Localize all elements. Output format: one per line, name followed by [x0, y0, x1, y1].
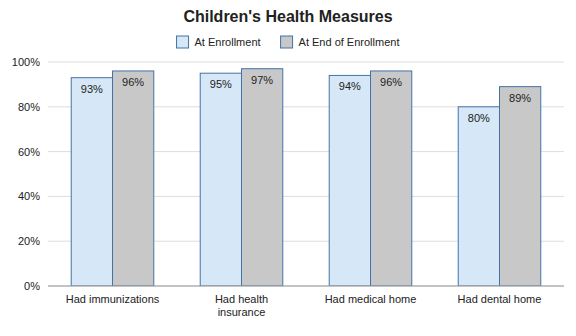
legend-label: At Enrollment: [195, 36, 261, 48]
grid-line: [48, 286, 564, 287]
x-axis-line: [48, 286, 564, 287]
legend-swatch: [281, 36, 293, 48]
legend: At Enrollment At End of Enrollment: [177, 36, 400, 48]
legend-label: At End of Enrollment: [299, 36, 400, 48]
bar: [71, 78, 112, 286]
x-tick-label: Had medical home: [325, 293, 417, 305]
grid-line: [48, 62, 564, 63]
bar: [113, 71, 154, 286]
bar: [329, 75, 370, 286]
bar: [371, 71, 412, 286]
bars: [71, 69, 541, 286]
x-tick-label: Had dental home: [458, 293, 542, 305]
y-tick-label: 40%: [18, 190, 40, 202]
data-labels: 93% 95% 94% 80% 96% 97% 96% 89%: [81, 74, 532, 124]
bar: [458, 107, 499, 286]
data-label: 80%: [468, 112, 490, 124]
data-label: 95%: [210, 78, 232, 90]
y-tick-label: 20%: [18, 235, 40, 247]
title: Children's Health Measures: [183, 8, 392, 25]
bar: [242, 69, 283, 286]
y-tick-label: 0%: [24, 280, 40, 292]
y-tick-label: 80%: [18, 101, 40, 113]
data-label: 97%: [251, 74, 273, 86]
data-label: 89%: [509, 92, 531, 104]
grid: [48, 62, 564, 286]
bar: [500, 87, 541, 286]
bar: [200, 73, 241, 286]
x-tick-label: Had immunizations: [66, 293, 160, 305]
chart: Children's Health Measures 0% 20% 40% 60% 80%…: [0, 0, 576, 336]
data-label: 93%: [81, 83, 103, 95]
data-label: 96%: [380, 76, 402, 88]
legend-swatch: [177, 36, 189, 48]
y-tick-label: 60%: [18, 146, 40, 158]
data-label: 94%: [339, 80, 361, 92]
y-tick-label: 100%: [12, 56, 40, 68]
data-label: 96%: [122, 76, 144, 88]
x-tick-label: Had healthinsurance: [215, 293, 268, 318]
